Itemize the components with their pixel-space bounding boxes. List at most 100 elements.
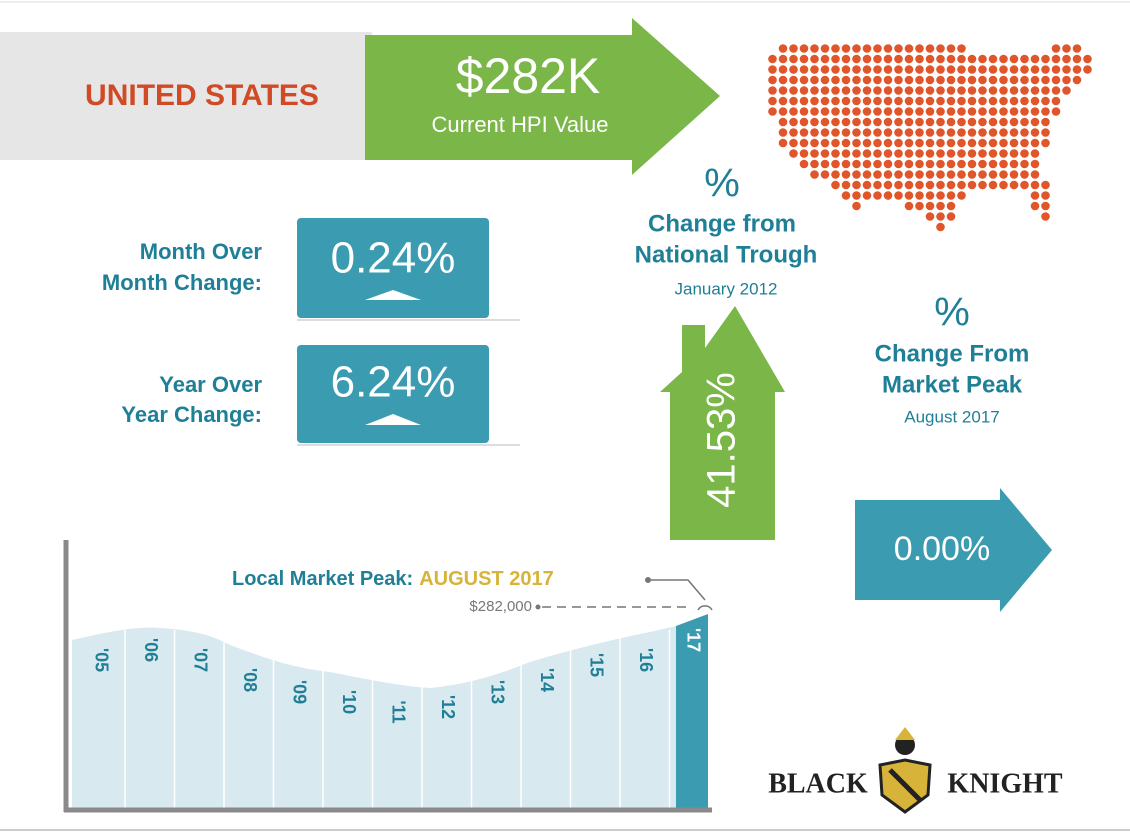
map-dot [957, 128, 966, 137]
map-dot [852, 149, 861, 158]
map-dot [862, 128, 872, 137]
map-dot [852, 138, 861, 148]
map-dot [831, 65, 840, 74]
map-dot [925, 75, 935, 85]
map-dot [988, 149, 998, 158]
map-dot [894, 44, 903, 53]
map-dot [831, 117, 840, 127]
us-map [768, 44, 1092, 232]
map-dot [925, 138, 935, 148]
map-dot [873, 107, 882, 116]
map-dot [967, 128, 977, 137]
map-dot [946, 96, 956, 106]
map-dot [1083, 54, 1092, 64]
map-dot [810, 159, 819, 169]
map-dot [1009, 75, 1019, 85]
map-dot [789, 86, 798, 95]
map-dot [873, 191, 882, 200]
map-dot [883, 75, 893, 85]
map-dot [778, 107, 788, 116]
map-dot [946, 170, 956, 179]
map-dot [820, 96, 830, 106]
map-dot [957, 149, 966, 158]
map-dot [915, 128, 924, 137]
local-peak-date: AUGUST 2017 [419, 568, 554, 590]
region: UNITED STATES [85, 79, 319, 112]
map-dot [778, 65, 788, 74]
map-dot [778, 117, 788, 127]
map-dot [894, 75, 903, 85]
map-dot [852, 191, 861, 200]
map-dot [1030, 128, 1040, 137]
map-dot [1041, 96, 1050, 106]
map-dot [936, 86, 945, 95]
year-label: '07 [190, 648, 210, 672]
map-dot [978, 117, 987, 127]
map-dot [904, 86, 914, 95]
map-dot [936, 201, 945, 211]
map-dot [810, 86, 819, 95]
year-label: '15 [586, 653, 606, 677]
map-dot [1083, 65, 1092, 74]
trough-value: 41.53% [700, 372, 744, 508]
map-dot [852, 44, 861, 53]
map-dot [873, 65, 882, 74]
map-dot [820, 65, 830, 74]
map-dot [988, 117, 998, 127]
map-dot [894, 191, 903, 200]
map-dot [1020, 54, 1029, 64]
map-dot [1041, 54, 1050, 64]
map-dot [904, 75, 914, 85]
map-dot [1062, 75, 1071, 85]
map-dot [894, 54, 903, 64]
map-dot [999, 149, 1008, 158]
map-dot [873, 128, 882, 137]
map-dot [915, 107, 924, 116]
map-dot [852, 128, 861, 137]
map-dot [789, 75, 798, 85]
map-dot [873, 44, 882, 53]
map-dot [904, 117, 914, 127]
map-dot [789, 128, 798, 137]
map-dot [862, 86, 872, 95]
map-dot [799, 117, 809, 127]
map-dot [1041, 201, 1050, 211]
map-dot [1009, 128, 1019, 137]
map-dot [967, 107, 977, 116]
map-dot [967, 149, 977, 158]
map-dot [852, 54, 861, 64]
year-label: '13 [487, 680, 507, 704]
map-dot [1009, 96, 1019, 106]
map-dot [789, 138, 798, 148]
map-dot [946, 191, 956, 200]
map-dot [1009, 149, 1019, 158]
map-dot [1051, 75, 1061, 85]
map-dot [1041, 86, 1050, 95]
map-dot [820, 159, 830, 169]
map-dot [936, 170, 945, 179]
map-dot [810, 65, 819, 74]
map-dot [789, 149, 798, 158]
peak-value: 0.00% [894, 530, 990, 568]
map-dot [778, 44, 788, 53]
map-dot [883, 170, 893, 179]
map-dot [999, 65, 1008, 74]
map-dot [925, 212, 935, 221]
map-dot [862, 44, 872, 53]
map-dot [778, 128, 788, 137]
map-dot [967, 54, 977, 64]
map-dot [904, 180, 914, 190]
map-dot [936, 191, 945, 200]
map-dot [946, 180, 956, 190]
map-dot [915, 75, 924, 85]
map-dot [915, 149, 924, 158]
map-dot [988, 159, 998, 169]
map-dot [1051, 107, 1061, 116]
map-dot [883, 128, 893, 137]
map-dot [936, 128, 945, 137]
map-dot [1030, 191, 1040, 200]
map-dot [1020, 65, 1029, 74]
map-dot [1009, 170, 1019, 179]
map-dot [1051, 54, 1061, 64]
map-dot [841, 65, 851, 74]
